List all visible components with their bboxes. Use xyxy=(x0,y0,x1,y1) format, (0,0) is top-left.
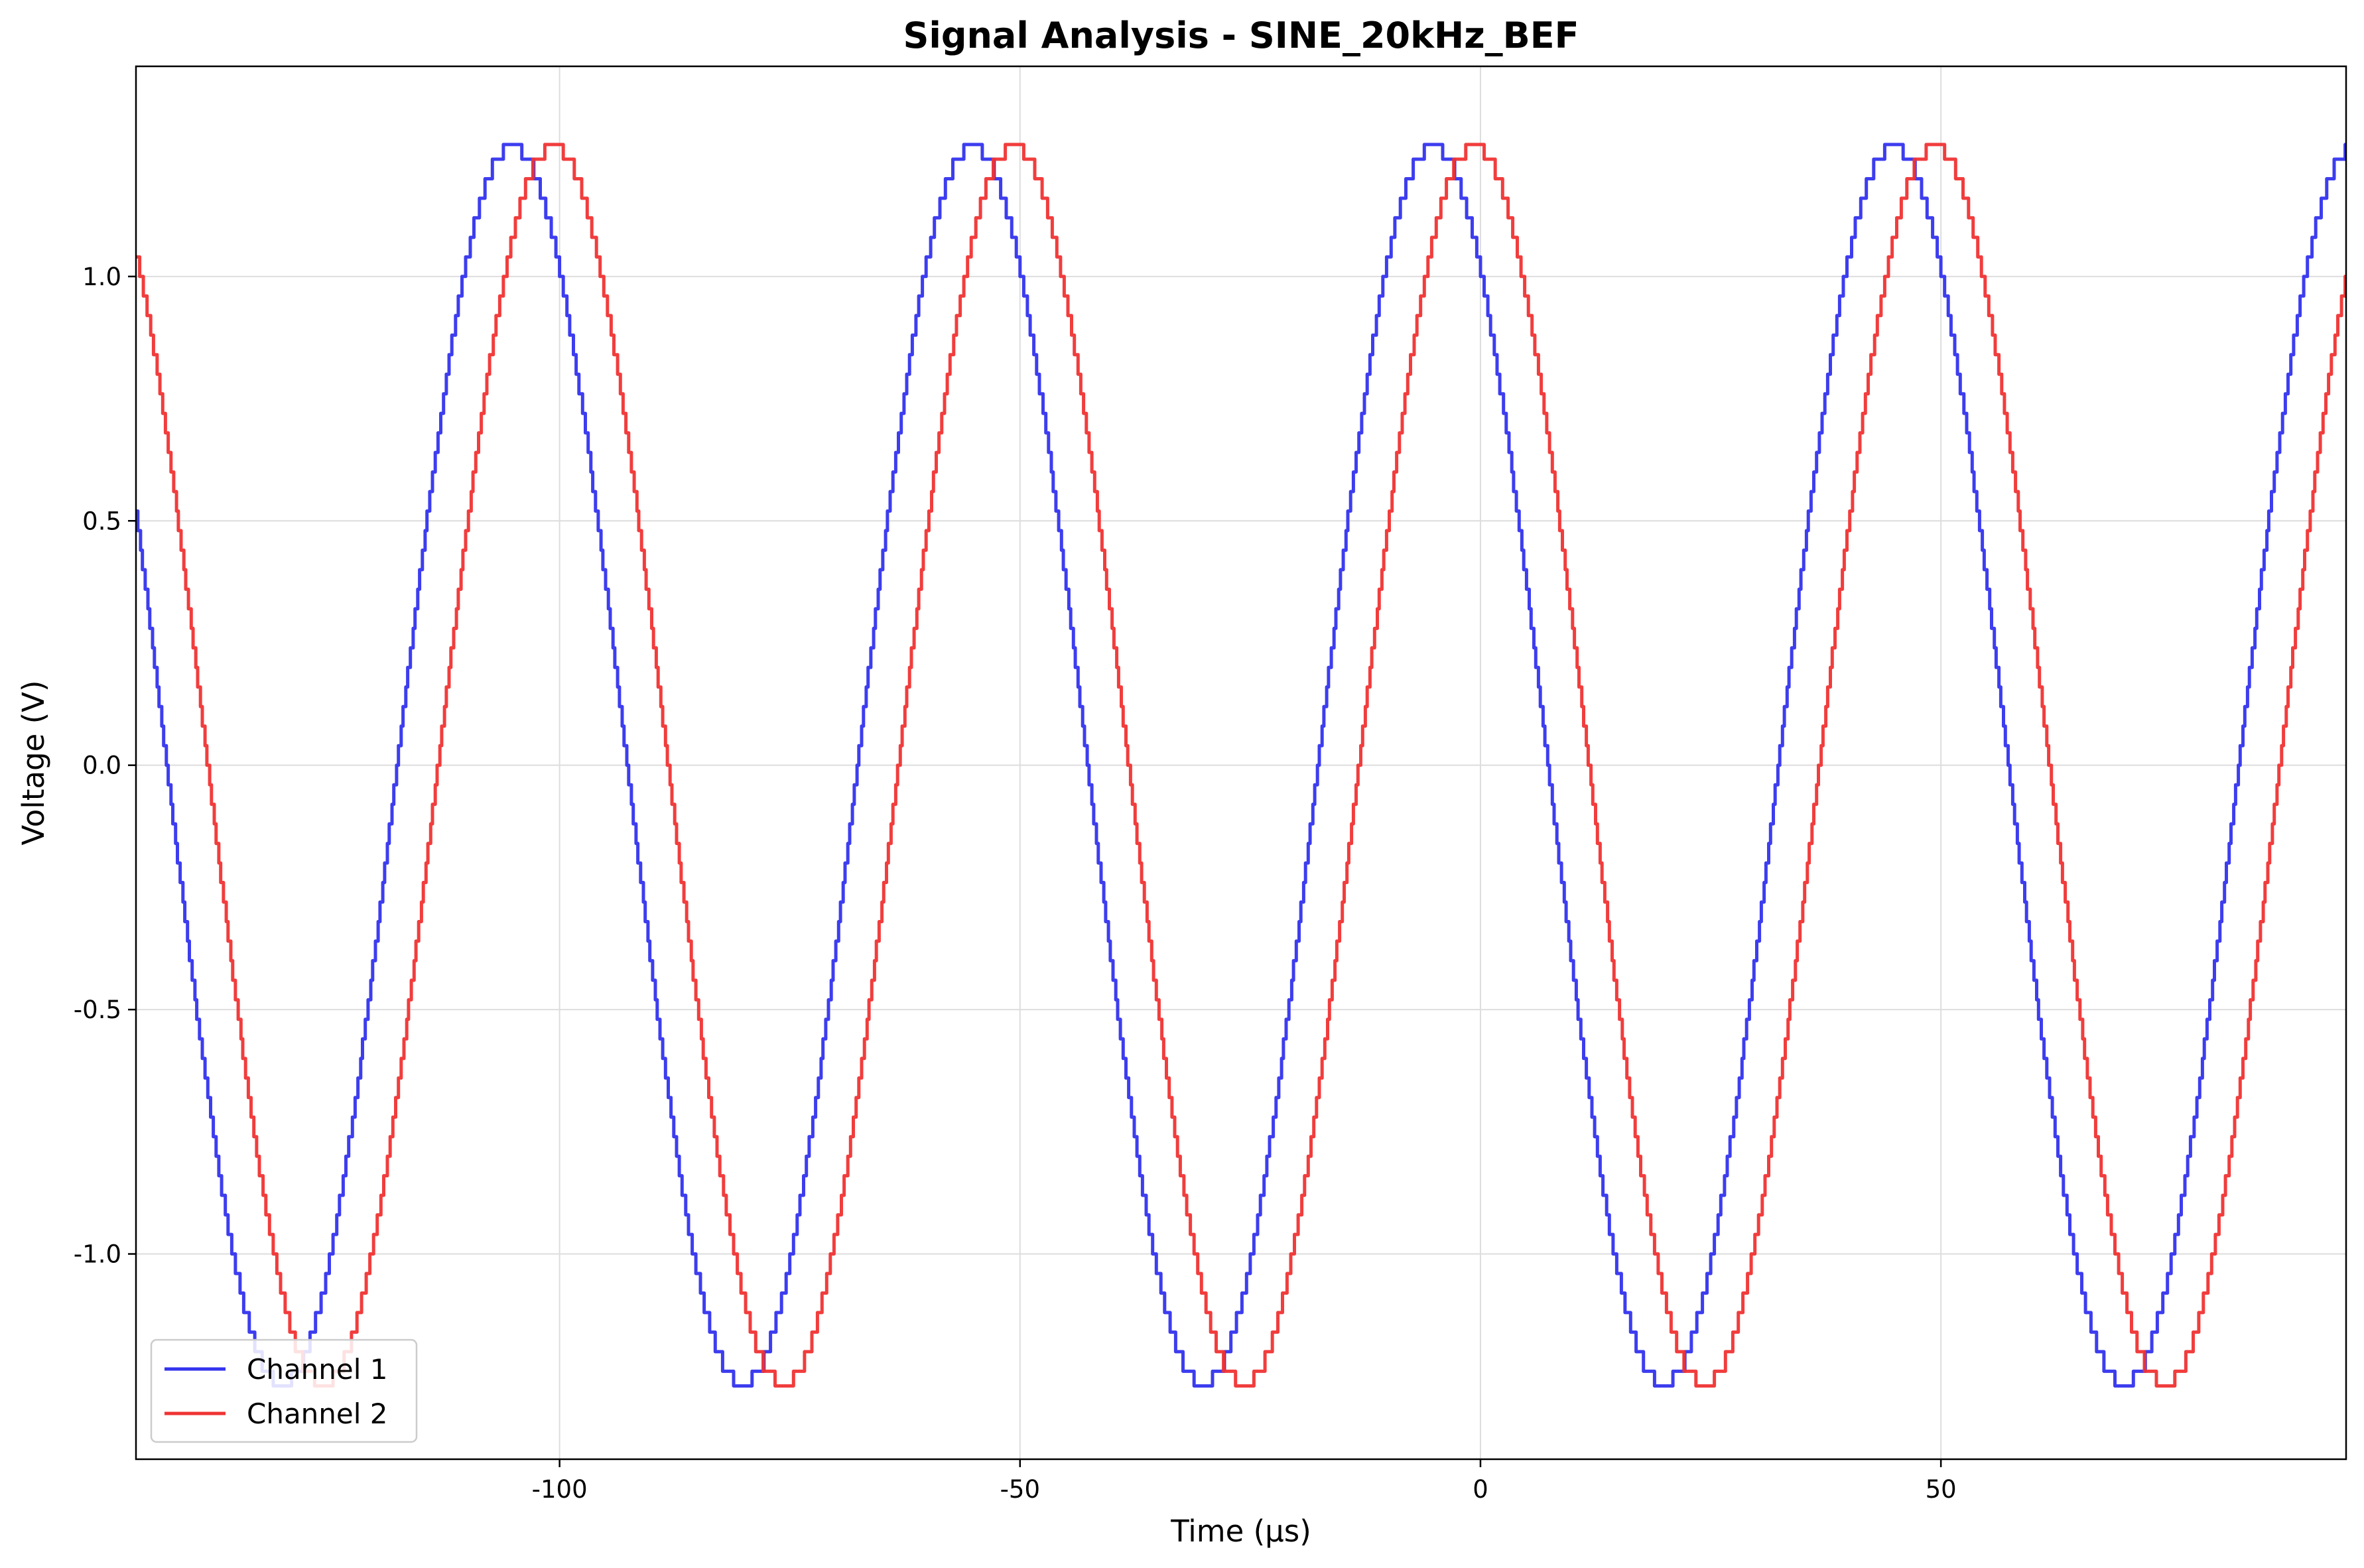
y-tick-label: 1.0 xyxy=(82,263,121,291)
grid-lines xyxy=(136,66,2346,1459)
y-tick-label: -1.0 xyxy=(74,1240,121,1269)
x-tick-label: 50 xyxy=(1926,1475,1957,1504)
series-layer xyxy=(136,143,2346,1388)
y-tick-label: 0.5 xyxy=(82,507,121,535)
legend-label-channel-2: Channel 2 xyxy=(247,1398,388,1430)
legend: Channel 1 Channel 2 xyxy=(150,1339,418,1443)
x-tick-label: -100 xyxy=(532,1475,588,1504)
series-line-channel-1 xyxy=(136,143,2346,1388)
x-axis-ticks: -100 -50 0 50 xyxy=(532,1459,1957,1504)
y-tick-label: -0.5 xyxy=(74,996,121,1024)
y-axis-ticks: 1.0 0.5 0.0 -0.5 -1.0 xyxy=(74,263,136,1269)
chart-title: Signal Analysis - SINE_20kHz_BEF xyxy=(903,15,1579,56)
x-tick-label: -50 xyxy=(1000,1475,1040,1504)
legend-label-channel-1: Channel 1 xyxy=(247,1353,388,1386)
x-axis-label: Time (µs) xyxy=(1170,1514,1311,1549)
series-line-channel-2 xyxy=(136,143,2346,1388)
y-axis-label: Voltage (V) xyxy=(16,681,51,846)
x-tick-label: 0 xyxy=(1473,1475,1488,1504)
plot-area-frame xyxy=(135,65,2347,1461)
legend-box xyxy=(150,1339,418,1443)
y-tick-label: 0.0 xyxy=(82,751,121,780)
